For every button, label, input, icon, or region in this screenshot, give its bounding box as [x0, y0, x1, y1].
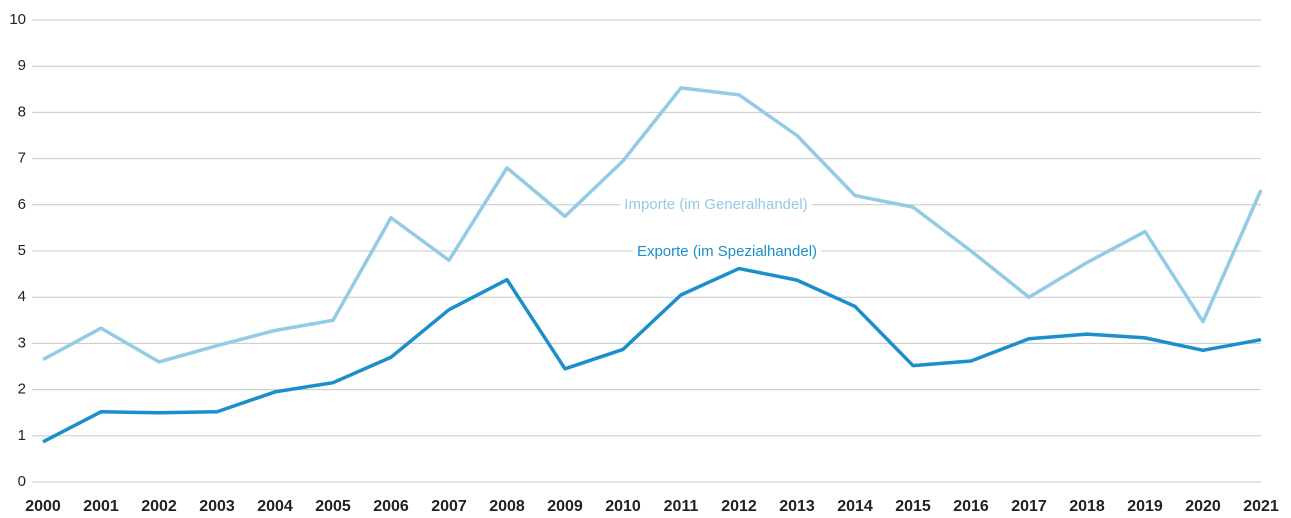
- series-label-bg: [620, 195, 812, 213]
- x-tick-label: 2021: [1243, 498, 1279, 515]
- y-tick-label: 1: [18, 427, 26, 444]
- x-tick-label: 2000: [25, 498, 61, 515]
- x-tick-label: 2018: [1069, 498, 1105, 515]
- x-tick-label: 2015: [895, 498, 931, 515]
- x-tick-label: 2009: [547, 498, 583, 515]
- y-tick-label: 10: [9, 11, 26, 28]
- series-line: [42, 86, 1263, 364]
- series-label-bg: [632, 242, 822, 260]
- y-tick-label: 6: [18, 196, 26, 213]
- x-tick-label: 2010: [605, 498, 641, 515]
- x-tick-label: 2006: [373, 498, 409, 515]
- x-tick-label: 2005: [315, 498, 351, 515]
- series-label: Importe (im Generalhandel): [624, 196, 807, 213]
- y-tick-label: 4: [18, 288, 26, 305]
- y-tick-label: 5: [18, 242, 26, 259]
- x-tick-label: 2013: [779, 498, 815, 515]
- x-tick-label: 2004: [257, 498, 293, 515]
- x-tick-label: 2016: [953, 498, 989, 515]
- y-tick-label: 9: [18, 57, 26, 74]
- x-tick-label: 2003: [199, 498, 235, 515]
- x-tick-label: 2020: [1185, 498, 1221, 515]
- x-tick-label: 2014: [837, 498, 873, 515]
- y-tick-label: 3: [18, 334, 26, 351]
- x-tick-label: 2008: [489, 498, 525, 515]
- series-line: [42, 266, 1262, 444]
- x-tick-label: 2011: [664, 498, 699, 515]
- y-tick-label: 0: [18, 473, 26, 490]
- x-tick-label: 2002: [141, 498, 177, 515]
- y-tick-label: 8: [18, 103, 26, 120]
- x-tick-label: 2019: [1127, 498, 1163, 515]
- x-tick-label: 2017: [1011, 498, 1047, 515]
- x-tick-label: 2001: [83, 498, 119, 515]
- y-tick-label: 2: [18, 381, 26, 398]
- x-tick-label: 2012: [721, 498, 757, 515]
- series-label: Exporte (im Spezialhandel): [637, 243, 817, 260]
- y-tick-label: 7: [18, 150, 26, 167]
- x-tick-label: 2007: [431, 498, 467, 515]
